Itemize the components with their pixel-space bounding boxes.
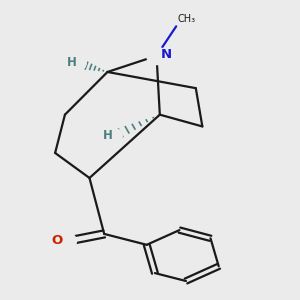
Circle shape [106,128,122,143]
Circle shape [57,232,76,250]
Text: H: H [67,56,76,69]
Text: N: N [160,48,172,61]
Text: CH₃: CH₃ [178,14,196,24]
Text: H: H [103,129,112,142]
Text: O: O [51,234,63,247]
Circle shape [70,56,86,70]
Circle shape [147,47,166,64]
